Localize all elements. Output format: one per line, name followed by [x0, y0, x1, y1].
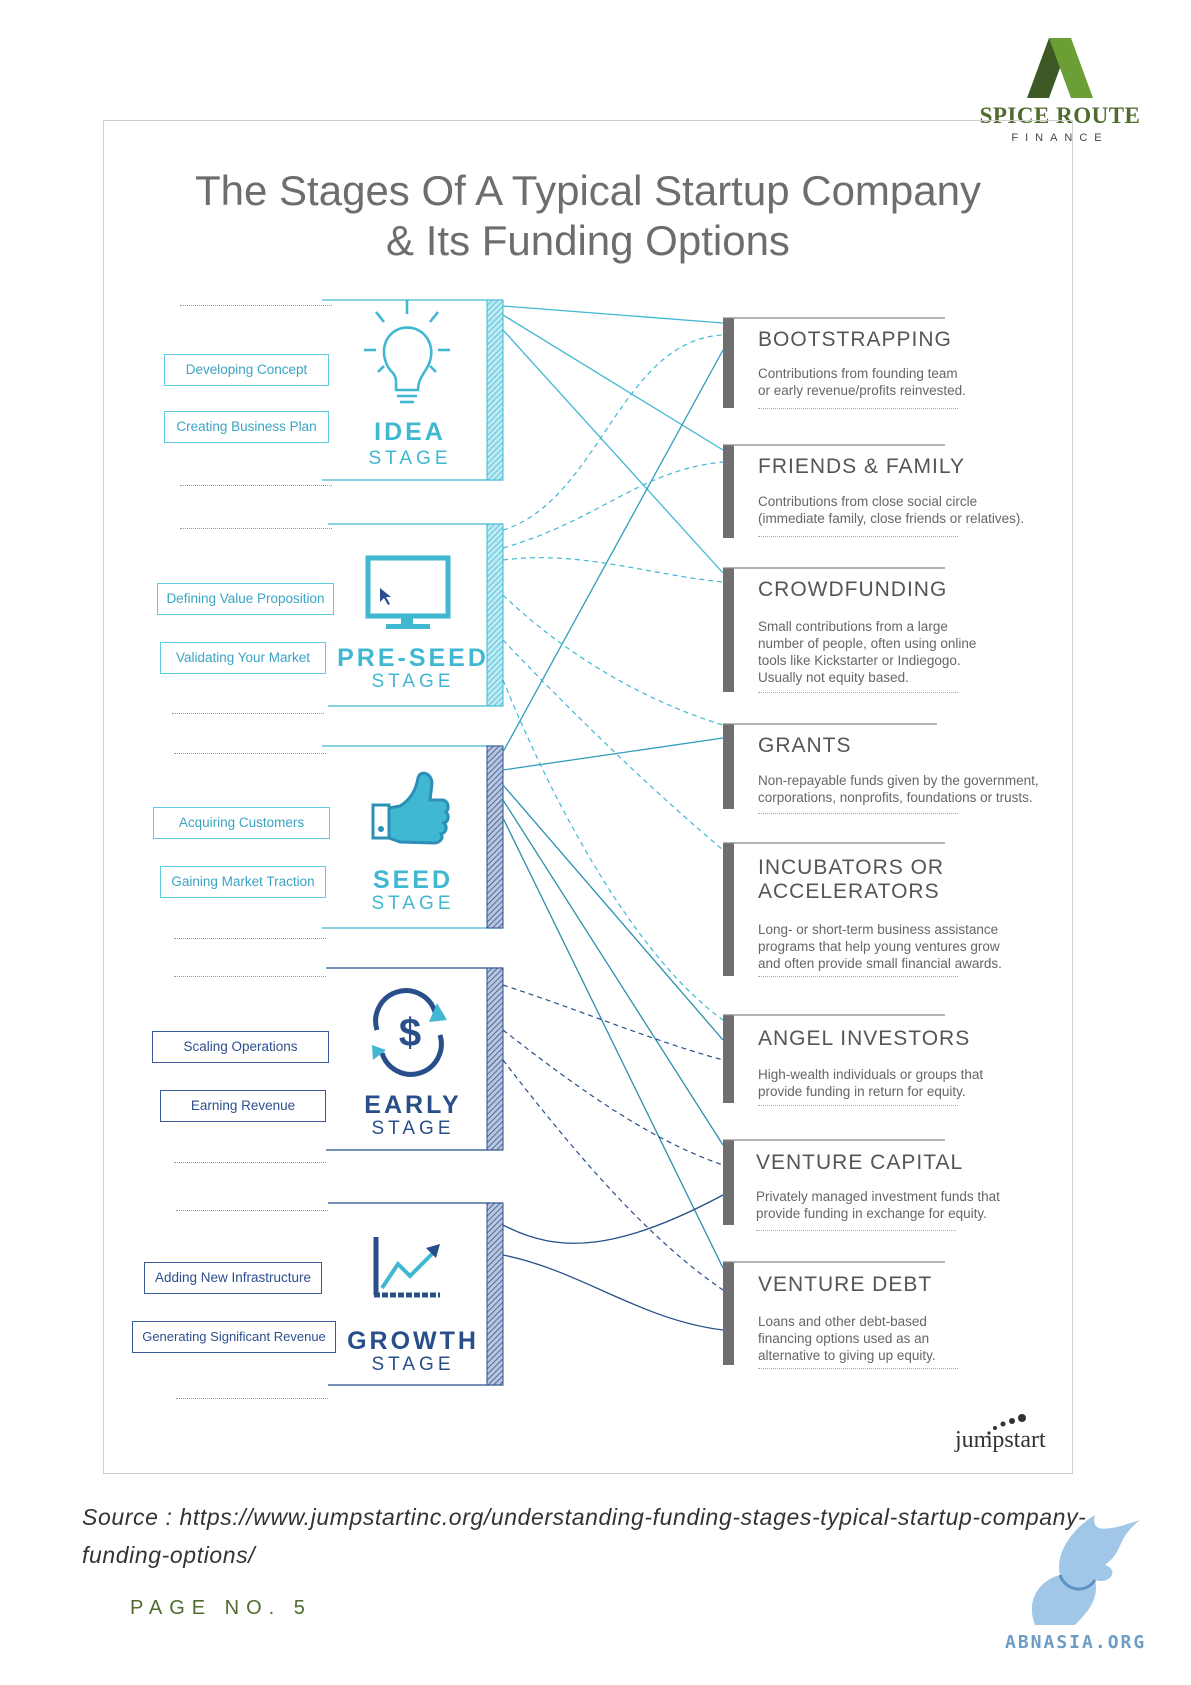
activity-box: Validating Your Market: [160, 642, 326, 674]
funding-desc: Contributions from founding team or earl…: [758, 366, 966, 398]
title-line-2: & Its Funding Options: [386, 217, 790, 264]
stage-box-lines: [322, 299, 503, 1386]
activity-box: Defining Value Proposition: [157, 583, 334, 615]
stage-name-pre-seed: PRE-SEED: [337, 644, 489, 672]
jumpstart-logo: jumpstart: [955, 1427, 1046, 1453]
dotted-divider: [180, 485, 332, 486]
dashed-connectors: [502, 334, 724, 1291]
stage-sub-growth: STAGE: [371, 1354, 455, 1375]
stage-name-idea: IDEA: [374, 418, 446, 446]
stage-bar-early: [486, 967, 504, 1151]
dollar-cycle-icon: $: [372, 988, 447, 1077]
title-line-1: The Stages Of A Typical Startup Company: [195, 167, 981, 214]
page-number: PAGE NO. 5: [130, 1597, 312, 1619]
jumpstart-dots-icon: [987, 1414, 1026, 1435]
stage-sub-pre-seed: STAGE: [371, 671, 455, 692]
dotted-divider: [758, 408, 958, 409]
dotted-divider: [176, 1398, 328, 1399]
stage-bar-idea: [486, 299, 504, 481]
dotted-divider: [758, 976, 958, 977]
page-title: The Stages Of A Typical Startup Company …: [103, 166, 1073, 266]
activity-box: Generating Significant Revenue: [132, 1321, 336, 1353]
source-text: Source : https://www.jumpstartinc.org/un…: [82, 1504, 1087, 1568]
funding-title: FRIENDS & FAMILY: [758, 455, 965, 478]
funding-desc: Small contributions from a large number …: [758, 619, 977, 685]
funding-title: BOOTSTRAPPING: [758, 328, 952, 351]
stage-name-seed: SEED: [372, 866, 454, 894]
dotted-divider: [758, 692, 958, 693]
monitor-icon: [365, 555, 451, 629]
logo-sub: FINANCE: [1011, 132, 1109, 144]
activity-box: Gaining Market Traction: [160, 866, 326, 898]
dotted-divider: [174, 753, 326, 754]
activity-box: Adding New Infrastructure: [144, 1262, 322, 1294]
funding-title: GRANTS: [758, 734, 852, 757]
infographic-frame: [103, 120, 1073, 1474]
stage-bar-growth: [486, 1202, 504, 1386]
funding-title: VENTURE DEBT: [758, 1273, 933, 1296]
funding-bars: [723, 318, 734, 1365]
dotted-divider: [758, 1105, 958, 1106]
funding-desc: Privately managed investment funds that …: [756, 1189, 1000, 1221]
lightbulb-icon: [364, 300, 450, 404]
svg-text:$: $: [399, 1011, 421, 1055]
growth-chart-icon: [373, 1237, 440, 1298]
watermark-text: ABNASIA.ORG: [1005, 1632, 1147, 1653]
dotted-divider: [758, 813, 958, 814]
dotted-divider: [172, 713, 324, 714]
activity-box: Earning Revenue: [160, 1090, 326, 1122]
dotted-divider: [174, 938, 326, 939]
dotted-divider: [758, 536, 958, 537]
activity-box: Developing Concept: [164, 354, 329, 386]
stage-name-growth: GROWTH: [347, 1327, 479, 1355]
activity-box: Creating Business Plan: [164, 411, 329, 443]
funding-top-lines: [723, 317, 945, 1263]
activity-box: Scaling Operations: [152, 1031, 329, 1063]
funding-desc: Contributions from close social circle (…: [758, 494, 1025, 526]
funding-desc: Long- or short-term business assistance …: [758, 922, 1002, 971]
thumbs-up-icon: [371, 771, 450, 845]
dotted-divider: [180, 305, 332, 306]
funding-title: CROWDFUNDING: [758, 578, 948, 601]
stage-bar-seed: [486, 745, 504, 929]
dotted-divider: [758, 1368, 958, 1369]
stage-sub-seed: STAGE: [371, 893, 455, 914]
activity-box: Acquiring Customers: [153, 807, 330, 839]
funding-desc: High-wealth individuals or groups that p…: [758, 1067, 984, 1099]
stage-sub-idea: STAGE: [368, 448, 452, 469]
dotted-divider: [180, 528, 332, 529]
funding-title: VENTURE CAPITAL: [756, 1151, 964, 1174]
mountain-a-icon: [1027, 38, 1093, 98]
dotted-divider: [174, 1162, 326, 1163]
dotted-divider: [756, 1230, 956, 1231]
funding-desc: Non-repayable funds given by the governm…: [758, 773, 1039, 805]
stage-bar-pre-seed: [486, 523, 504, 707]
stage-name-early: EARLY: [364, 1091, 462, 1119]
logo-name: SPICE ROUTE: [979, 103, 1141, 128]
stage-sub-early: STAGE: [371, 1118, 455, 1139]
dotted-divider: [176, 1210, 328, 1211]
funding-title: ANGEL INVESTORS: [758, 1027, 971, 1050]
funding-desc: Loans and other debt-based financing opt…: [758, 1314, 936, 1363]
dotted-divider: [174, 976, 326, 977]
solid-connectors: [502, 305, 724, 1331]
funding-title: INCUBATORS OR ACCELERATORS: [758, 856, 945, 903]
griffin-watermark-icon: [1031, 1515, 1140, 1625]
